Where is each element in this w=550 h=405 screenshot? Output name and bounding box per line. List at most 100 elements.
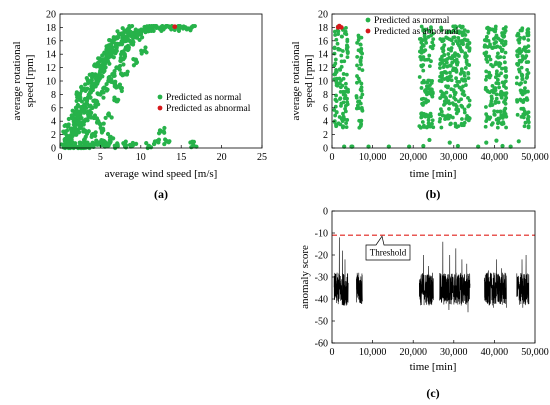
normal-point — [438, 107, 443, 111]
x-tick-label: 10,000 — [359, 347, 387, 358]
normal-point — [449, 38, 454, 43]
normal-point — [447, 55, 452, 60]
normal-point — [333, 113, 338, 118]
normal-point — [344, 26, 348, 30]
normal-point — [514, 81, 519, 86]
normal-point — [333, 70, 338, 75]
normal-point — [430, 40, 435, 45]
normal-point — [85, 77, 90, 83]
normal-point — [502, 55, 506, 60]
normal-point — [355, 80, 359, 85]
normal-point — [484, 69, 489, 74]
normal-point — [176, 26, 182, 32]
normal-point — [119, 88, 124, 94]
normal-point — [153, 23, 158, 29]
normal-point — [359, 95, 363, 100]
normal-point — [459, 103, 464, 108]
normal-point — [160, 24, 165, 29]
normal-point — [360, 68, 365, 73]
normal-point — [453, 51, 457, 56]
normal-point — [355, 103, 360, 108]
normal-point — [462, 74, 467, 78]
normal-point — [523, 120, 528, 125]
normal-point — [503, 98, 508, 102]
normal-point — [59, 142, 64, 147]
x-tick-label: 15 — [176, 152, 186, 163]
threshold-label: Threshold — [370, 248, 407, 258]
normal-point — [359, 106, 364, 110]
normal-point — [94, 116, 100, 121]
normal-point — [357, 118, 362, 123]
normal-point — [87, 72, 92, 77]
normal-point — [488, 42, 492, 47]
score-segment — [356, 272, 363, 304]
normal-point — [422, 32, 427, 37]
x-tick-label: 10 — [136, 152, 146, 163]
normal-point — [334, 93, 338, 98]
normal-point — [447, 101, 452, 106]
normal-point — [495, 77, 500, 82]
normal-point — [427, 28, 432, 33]
legend-label-abnormal: Predicted as abnormal — [166, 104, 251, 114]
normal-point — [360, 108, 365, 113]
normal-point — [463, 33, 468, 37]
normal-point — [134, 60, 139, 66]
normal-point — [157, 128, 163, 133]
normal-point — [431, 43, 436, 48]
normal-point — [355, 55, 360, 59]
normal-point — [423, 97, 428, 102]
normal-point — [419, 40, 424, 45]
y-tick-label: -10 — [315, 229, 328, 240]
normal-point — [114, 48, 119, 54]
normal-point — [524, 54, 529, 58]
normal-point — [428, 124, 433, 129]
normal-point — [444, 96, 449, 101]
normal-point — [501, 91, 506, 96]
normal-point — [461, 84, 465, 89]
normal-point — [359, 46, 364, 51]
normal-point — [78, 104, 84, 110]
normal-point — [457, 39, 462, 43]
normal-point — [492, 109, 497, 114]
normal-point — [143, 45, 148, 50]
normal-point — [464, 54, 469, 58]
normal-point — [337, 81, 342, 86]
normal-point — [526, 89, 530, 94]
normal-point — [65, 123, 70, 128]
normal-point — [500, 143, 505, 149]
normal-point — [483, 53, 488, 58]
normal-point — [161, 129, 166, 134]
normal-point — [79, 84, 84, 89]
normal-point — [336, 32, 341, 37]
normal-point — [68, 127, 74, 132]
normal-point — [444, 71, 449, 75]
normal-point — [495, 125, 500, 130]
normal-point — [418, 125, 423, 130]
normal-point — [437, 119, 442, 124]
normal-point — [520, 76, 525, 81]
normal-point — [498, 55, 503, 59]
normal-point — [523, 80, 528, 85]
panel-a-x-label: average wind speed [m/s] — [105, 168, 218, 180]
panel-b-x-label: time [min] — [410, 168, 457, 180]
normal-point — [337, 67, 342, 72]
normal-point — [71, 131, 76, 136]
normal-point — [88, 103, 93, 108]
normal-point — [334, 37, 339, 42]
normal-point — [488, 26, 492, 31]
normal-point — [500, 47, 505, 52]
x-tick-label: 0 — [58, 152, 63, 163]
normal-point — [461, 123, 466, 128]
normal-point — [426, 35, 431, 39]
normal-point — [111, 80, 116, 85]
normal-point — [451, 88, 456, 92]
x-tick-label: 50,000 — [521, 347, 549, 358]
normal-point — [358, 42, 363, 47]
normal-point — [358, 59, 363, 64]
normal-point — [82, 110, 87, 115]
panel-b-caption: (b) — [426, 187, 441, 201]
normal-point — [446, 52, 451, 56]
panel-c-caption: (c) — [426, 386, 439, 400]
panel-a-y-label-line1: average rotational — [11, 41, 23, 120]
normal-point — [83, 88, 88, 93]
